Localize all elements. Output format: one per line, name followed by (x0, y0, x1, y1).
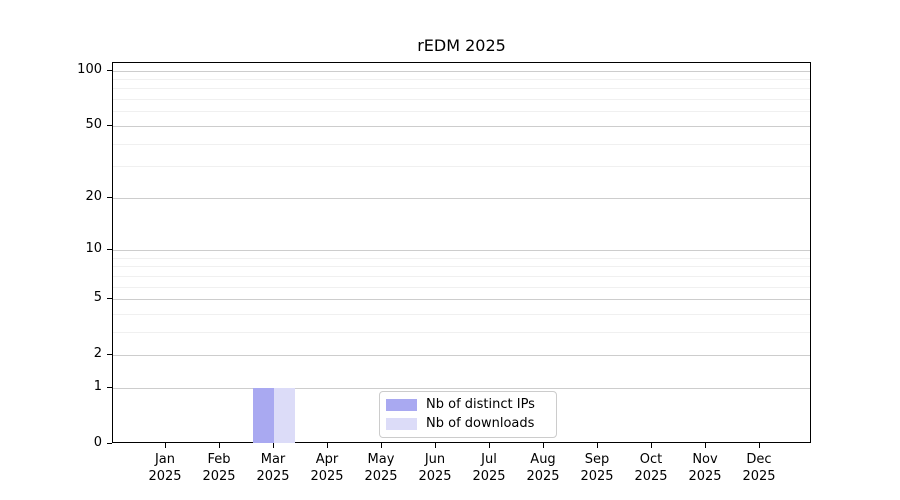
x-tick-mark (273, 443, 274, 448)
y-tick-label: 2 (93, 346, 102, 362)
minor-gridline (113, 143, 810, 145)
x-tick-month: Apr (315, 452, 339, 467)
x-tick-month: Nov (692, 452, 718, 467)
major-gridline (113, 250, 810, 251)
x-tick-label: Jul 2025 (462, 451, 516, 485)
major-gridline (113, 197, 810, 199)
x-tick-year: 2025 (148, 469, 182, 484)
legend-label-distinct-ips: Nb of distinct IPs (426, 397, 535, 412)
x-tick-month: Jun (424, 452, 446, 467)
x-tick-year: 2025 (472, 469, 506, 484)
x-tick-label: Oct 2025 (624, 451, 678, 485)
legend: Nb of distinct IPs Nb of downloads (379, 391, 557, 438)
x-tick-mark (381, 443, 382, 448)
x-tick-month: Aug (530, 452, 556, 467)
y-tick-label: 1 (93, 378, 102, 394)
x-tick-year: 2025 (364, 469, 398, 484)
minor-gridline (113, 286, 810, 288)
x-tick-year: 2025 (310, 469, 344, 484)
chart-title: rEDM 2025 (417, 36, 506, 55)
x-tick-month: Mar (260, 452, 286, 467)
y-tick-label: 20 (85, 188, 102, 204)
x-tick-mark (435, 443, 436, 448)
minor-gridline (113, 275, 810, 277)
x-tick-mark (597, 443, 598, 448)
legend-entry-downloads: Nb of downloads (386, 417, 556, 431)
x-tick-label: Dec 2025 (732, 451, 786, 485)
x-tick-year: 2025 (526, 469, 560, 484)
major-gridline (113, 70, 810, 72)
minor-gridline (113, 266, 810, 268)
y-tick-label: 10 (85, 241, 102, 256)
y-tick-mark (107, 298, 112, 300)
x-tick-mark (327, 443, 328, 448)
bar-nb-of-downloads-mar (274, 387, 295, 443)
x-tick-label: Nov 2025 (678, 451, 732, 485)
x-tick-label: Apr 2025 (300, 451, 354, 485)
y-tick-label: 5 (93, 290, 102, 306)
x-tick-label: Feb 2025 (192, 451, 246, 485)
x-tick-label: Aug 2025 (516, 451, 570, 485)
y-tick-label: 100 (77, 61, 102, 77)
y-tick-mark (107, 124, 112, 126)
minor-gridline (113, 331, 810, 333)
x-tick-month: Sep (584, 452, 610, 467)
bar-nb-of-distinct-ips-mar (253, 387, 274, 443)
minor-gridline (113, 79, 810, 81)
y-tick-mark (107, 386, 112, 388)
x-tick-year: 2025 (688, 469, 722, 484)
y-tick-mark (107, 196, 112, 198)
minor-gridline (113, 313, 810, 315)
minor-gridline (113, 257, 810, 259)
x-tick-mark (759, 443, 760, 448)
minor-gridline (113, 111, 810, 113)
x-tick-mark (489, 443, 490, 448)
y-tick-label: 0 (93, 435, 102, 450)
minor-gridline (113, 88, 810, 90)
x-tick-month: Oct (639, 452, 663, 467)
x-tick-mark (651, 443, 652, 448)
x-tick-label: Sep 2025 (570, 451, 624, 485)
minor-gridline (113, 99, 810, 101)
x-tick-month: Feb (207, 452, 231, 467)
legend-entry-distinct-ips: Nb of distinct IPs (386, 398, 556, 412)
y-tick-mark (107, 69, 112, 71)
x-tick-month: Jul (481, 452, 497, 467)
plot-area (112, 62, 811, 443)
x-tick-month: May (367, 452, 395, 467)
x-tick-year: 2025 (742, 469, 776, 484)
major-gridline (113, 125, 810, 127)
y-tick-mark (107, 443, 112, 444)
y-tick-mark (107, 249, 112, 250)
x-tick-mark (219, 443, 220, 448)
legend-label-downloads: Nb of downloads (426, 416, 535, 431)
x-tick-year: 2025 (580, 469, 614, 484)
major-gridline (113, 355, 810, 357)
legend-swatch-downloads (386, 418, 417, 430)
x-tick-label: May 2025 (354, 451, 408, 485)
legend-swatch-distinct-ips (386, 399, 417, 411)
x-tick-label: Mar 2025 (246, 451, 300, 485)
x-tick-year: 2025 (256, 469, 290, 484)
minor-gridline (113, 166, 810, 168)
x-tick-mark (543, 443, 544, 448)
y-tick-mark (107, 354, 112, 356)
x-tick-month: Jan (154, 452, 176, 467)
x-tick-label: Jun 2025 (408, 451, 462, 485)
major-gridline (113, 299, 810, 301)
x-tick-mark (705, 443, 706, 448)
x-tick-label: Jan 2025 (138, 451, 192, 485)
x-tick-year: 2025 (418, 469, 452, 484)
x-tick-mark (165, 443, 166, 448)
x-tick-year: 2025 (202, 469, 236, 484)
major-gridline (113, 387, 810, 389)
x-tick-year: 2025 (634, 469, 668, 484)
y-tick-label: 50 (85, 116, 102, 132)
x-tick-month: Dec (746, 452, 772, 467)
